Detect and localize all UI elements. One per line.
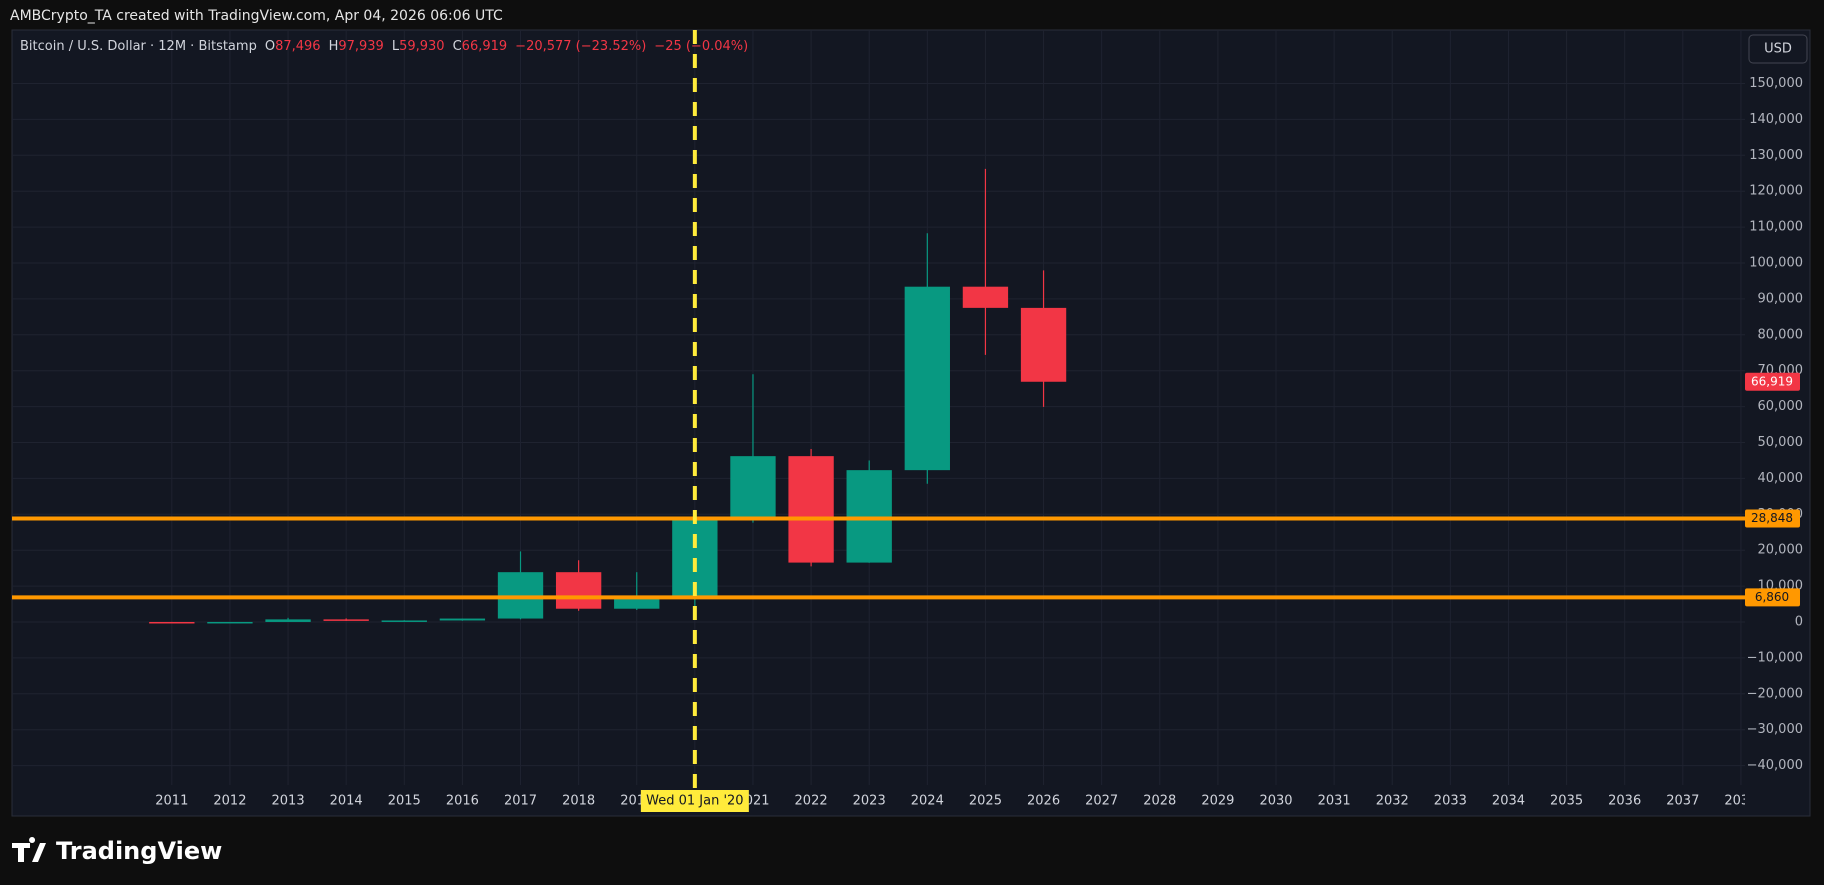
x-tick-label: 2015	[388, 794, 421, 809]
candle-body	[323, 619, 369, 621]
candle-body	[846, 470, 892, 563]
price-tag-label: 6,860	[1755, 590, 1789, 604]
candle-body	[439, 618, 486, 621]
x-tick-label: 2028	[1143, 794, 1176, 809]
x-tick-label: 2037	[1666, 794, 1699, 809]
legend-value: 87,496	[275, 39, 321, 54]
y-tick-label: −20,000	[1747, 686, 1803, 701]
legend-title: Bitcoin / U.S. Dollar · 12M · Bitstamp	[20, 39, 257, 54]
y-tick-label: 80,000	[1758, 327, 1804, 342]
y-tick-label: 40,000	[1758, 471, 1804, 486]
y-tick-label: 140,000	[1749, 112, 1803, 127]
legend-value: 59,930	[399, 39, 445, 54]
x-tick-label: 2022	[795, 794, 828, 809]
y-tick-label: −40,000	[1747, 758, 1803, 773]
currency[interactable]: USD	[1764, 42, 1792, 57]
x-tick-label: 2032	[1376, 794, 1409, 809]
x-tick-label: 2036	[1608, 794, 1641, 809]
legend-change: −25 (−0.04%)	[654, 39, 748, 54]
candle-body	[207, 621, 253, 624]
candle-body	[149, 621, 195, 624]
x-tick-label: 2029	[1201, 794, 1234, 809]
y-tick-label: 110,000	[1749, 220, 1803, 235]
x-tick-label: 2034	[1492, 794, 1525, 809]
y-tick-label: 120,000	[1749, 184, 1803, 199]
candle-body	[788, 456, 834, 563]
last-price-tag	[1745, 372, 1800, 391]
y-tick-label: 130,000	[1749, 148, 1803, 163]
x-tick-label: 2016	[446, 794, 479, 809]
x-tick-label: 2024	[911, 794, 944, 809]
x-tick-label: 2012	[213, 794, 246, 809]
candle-body	[497, 572, 544, 619]
legend-key: O	[265, 39, 275, 54]
logo: TradingView	[12, 837, 222, 865]
x-tick-label: 2027	[1085, 794, 1118, 809]
x-tick-label: 2013	[272, 794, 305, 809]
x-tick-label: 2038	[1724, 794, 1757, 809]
y-tick-label: 0	[1795, 615, 1803, 630]
y-tick-label: 20,000	[1758, 543, 1804, 558]
x-tick-label: 2026	[1027, 794, 1060, 809]
legend-change: −20,577 (−23.52%)	[515, 39, 646, 54]
candle-body	[904, 286, 950, 471]
candle-body	[555, 572, 602, 609]
x-tick-label: 2014	[330, 794, 363, 809]
legend-key: C	[453, 39, 462, 54]
price-tag	[1745, 588, 1800, 607]
y-tick-label: 90,000	[1758, 291, 1804, 306]
legend-value: 97,939	[338, 39, 384, 54]
logo-text: TradingView	[56, 837, 222, 865]
y-tick-label: 100,000	[1749, 255, 1803, 270]
y-tick-label: 50,000	[1758, 435, 1804, 450]
price-tag	[1745, 509, 1800, 528]
crosshair-label: Wed 01 Jan '20	[646, 794, 743, 809]
x-tick-label: 2035	[1550, 794, 1583, 809]
y-tick-label: −10,000	[1747, 650, 1803, 665]
crosshair-tag	[640, 790, 749, 812]
x-tick-label: 2011	[155, 794, 188, 809]
logo-icon	[12, 837, 46, 862]
candle-body	[730, 456, 776, 519]
x-tick-label: 2018	[562, 794, 595, 809]
x-tick-label: 2017	[504, 794, 537, 809]
candle-body	[381, 620, 427, 622]
last-price-label: 66,919	[1751, 374, 1793, 388]
x-tick-label: 2031	[1318, 794, 1351, 809]
x-tick-label: 2033	[1434, 794, 1467, 809]
currency-button[interactable]	[1748, 34, 1808, 64]
legend: Bitcoin / U.S. Dollar · 12M · Bitstamp O8…	[20, 39, 748, 54]
candle-body	[962, 286, 1009, 308]
price-tag-label: 28,848	[1751, 511, 1793, 525]
x-tick-label: 2023	[853, 794, 886, 809]
legend-key: H	[329, 39, 339, 54]
x-tick-label: 2030	[1259, 794, 1292, 809]
x-tick-label: 2025	[969, 794, 1002, 809]
y-tick-label: 60,000	[1758, 399, 1804, 414]
candle-body	[265, 619, 311, 622]
legend-key: L	[392, 39, 400, 54]
legend-value: 66,919	[462, 39, 508, 54]
y-tick-label: 150,000	[1749, 76, 1803, 91]
candle-body	[1020, 307, 1067, 382]
y-tick-label: −30,000	[1747, 722, 1803, 737]
attribution: AMBCrypto_TA created with TradingView.co…	[10, 8, 503, 24]
